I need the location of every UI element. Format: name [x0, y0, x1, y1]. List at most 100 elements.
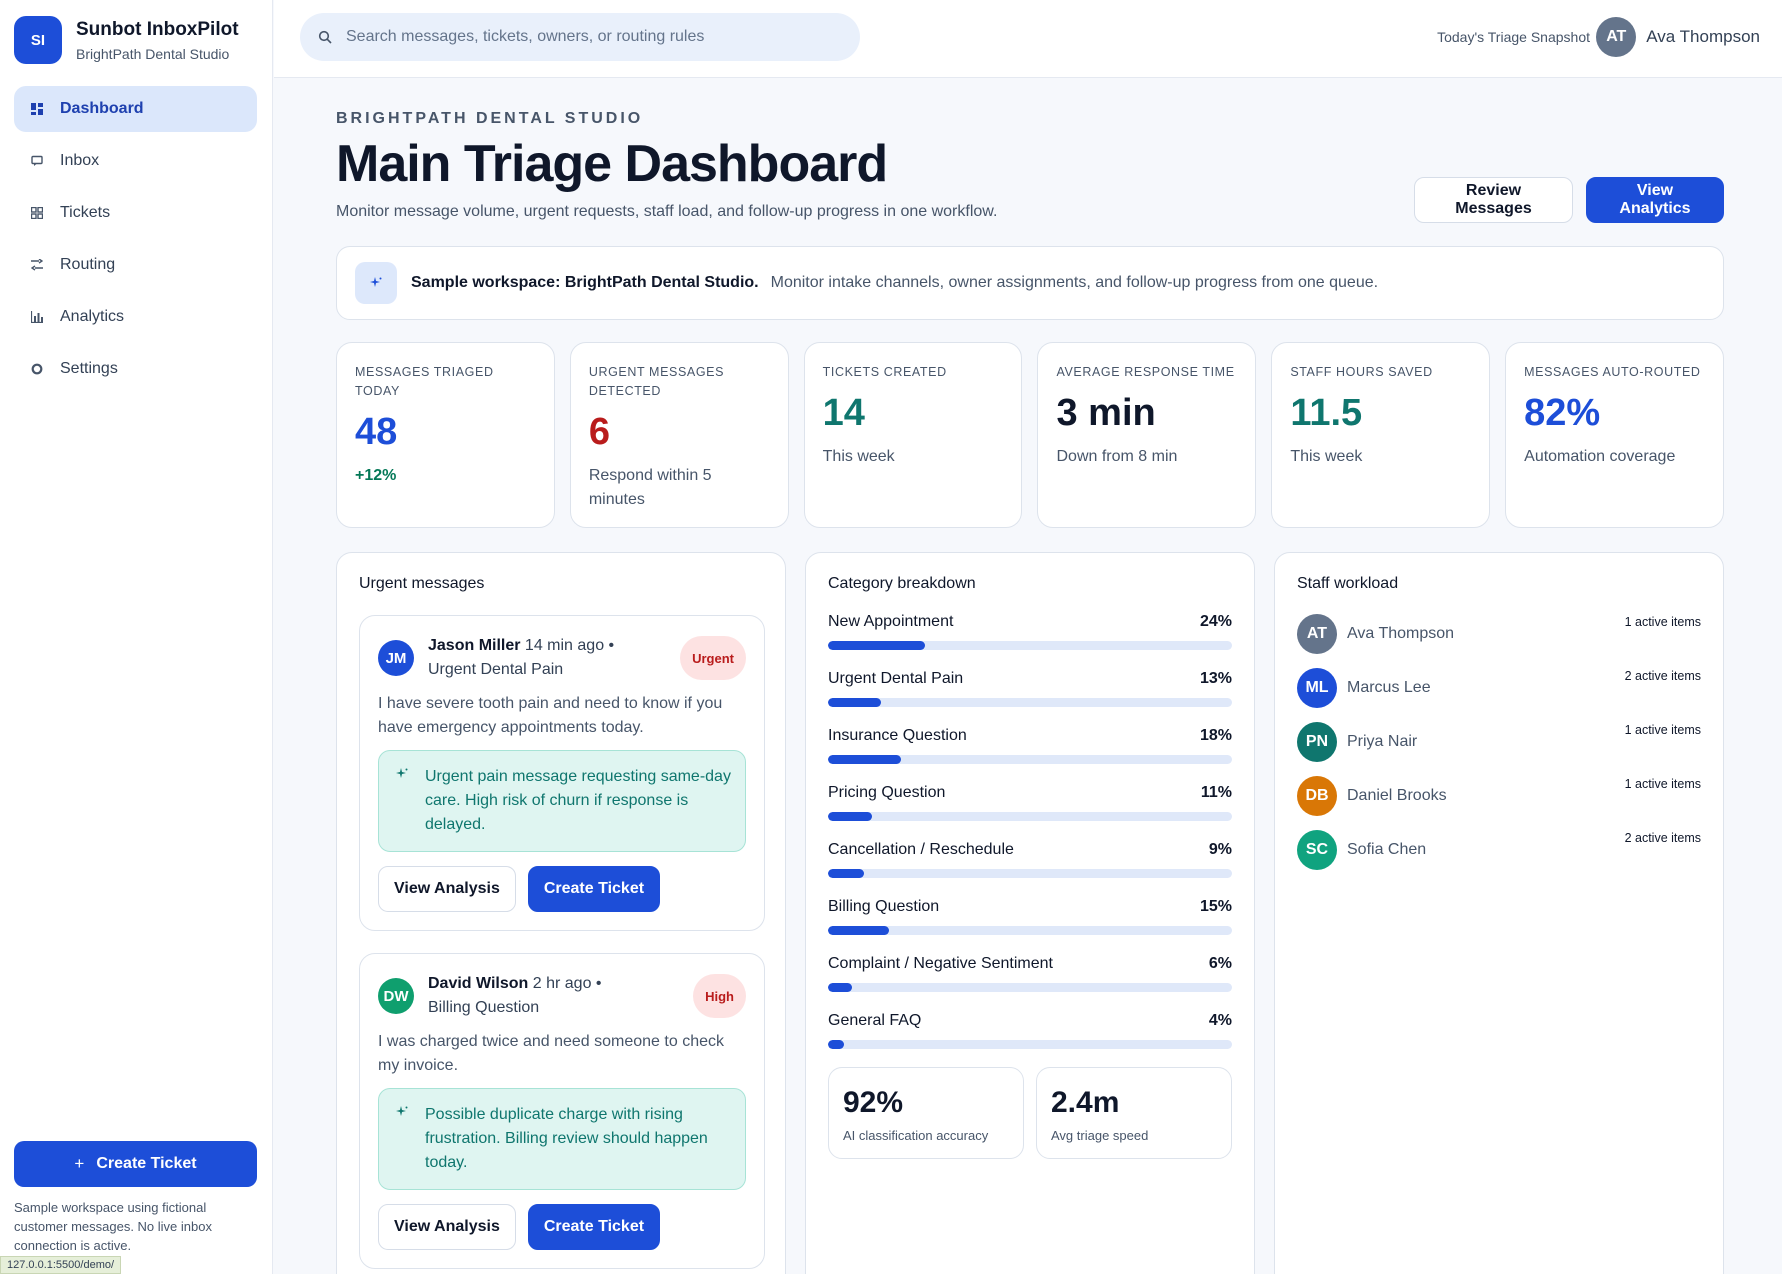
status-url: 127.0.0.1:5500/demo/: [0, 1256, 122, 1274]
sparkle-icon: [396, 1106, 408, 1116]
topbar: Today's Triage Snapshot AT Ava Thompson: [274, 0, 1782, 78]
category-bar-fill: [828, 755, 901, 764]
message-body: I have severe tooth pain and need to kno…: [378, 695, 723, 736]
sidebar-item-settings[interactable]: Settings: [14, 346, 257, 392]
view-analysis-button[interactable]: View Analysis: [378, 866, 516, 912]
category-percent: 11%: [1200, 784, 1232, 801]
sidebar-item-routing[interactable]: Routing: [14, 242, 257, 288]
create-ticket-button[interactable]: Create Ticket: [527, 1204, 661, 1250]
plus-icon: +: [74, 1154, 85, 1173]
category-percent: 9%: [1208, 841, 1232, 858]
inbox-icon: [30, 154, 44, 168]
user-menu[interactable]: AT Ava Thompson: [1596, 17, 1760, 57]
stat-value: 11.5: [1290, 392, 1363, 434]
category-percent: 13%: [1199, 670, 1232, 687]
stat-note: This week: [1290, 448, 1363, 465]
search-box[interactable]: [300, 13, 860, 61]
message-sender: David Wilson 2 hr ago • Billing Question: [428, 972, 648, 1020]
category-bar-fill: [828, 812, 873, 821]
message-body: I was charged twice and need someone to …: [378, 1033, 724, 1074]
avatar: JM: [378, 640, 414, 676]
staff-row[interactable]: ML Marcus Lee 2 active items: [1297, 661, 1701, 715]
snapshot-label: Today's Triage Snapshot: [1437, 29, 1590, 45]
banner-title: Sample workspace: BrightPath Dental Stud…: [411, 274, 759, 291]
category-bar-fill: [828, 983, 853, 992]
stat-label: MESSAGES AUTO-ROUTED: [1524, 365, 1701, 379]
sidebar-item-tickets[interactable]: Tickets: [14, 190, 257, 236]
ai-summary-text: Possible duplicate charge with rising fr…: [425, 1106, 708, 1171]
settings-icon: [30, 362, 44, 376]
stats-row: MESSAGES TRIAGED TODAY 48 +12% URGENT ME…: [336, 342, 1724, 528]
category-row: General FAQ 4%: [828, 1012, 1232, 1049]
sidebar-item-label: Analytics: [60, 308, 125, 325]
page-title: Main Triage Dashboard: [336, 135, 888, 193]
staff-list: AT Ava Thompson 1 active items ML Marcus Lee…: [1297, 607, 1701, 877]
category-percent: 18%: [1199, 727, 1232, 744]
sparkle-icon: [355, 262, 397, 304]
sidebar-item-label: Routing: [60, 256, 116, 273]
category-bar-fill: [828, 1040, 845, 1049]
sidebar-create-ticket-button[interactable]: + Create Ticket: [14, 1141, 257, 1187]
sender-name: David Wilson: [428, 975, 529, 992]
accuracy-card: 92% AI classification accuracy: [828, 1067, 1024, 1159]
sidebar-note: Sample workspace using fictional custome…: [14, 1200, 212, 1253]
category-bar-fill: [828, 869, 865, 878]
view-analysis-button[interactable]: View Analysis: [378, 1204, 516, 1250]
category-list: New Appointment 24% Urgent Dental Pain 13% I…: [828, 613, 1232, 1049]
staff-row[interactable]: AT Ava Thompson 1 active items: [1297, 607, 1701, 661]
search-icon: [318, 30, 332, 44]
category-row: Cancellation / Reschedule 9%: [828, 841, 1232, 878]
category-label: Urgent Dental Pain: [828, 670, 964, 687]
analytics-icon: [30, 310, 44, 324]
sidebar-item-inbox[interactable]: Inbox: [14, 138, 257, 184]
staff-row[interactable]: DB Daniel Brooks 1 active items: [1297, 769, 1701, 823]
stat-card-messages-auto-routed: MESSAGES AUTO-ROUTED 82% Automation cove…: [1505, 342, 1724, 528]
search-input[interactable]: [346, 28, 826, 46]
category-row: Insurance Question 18%: [828, 727, 1232, 764]
stat-card-staff-hours-saved: STAFF HOURS SAVED 11.5 This week: [1271, 342, 1491, 528]
sender-name: Jason Miller: [428, 637, 521, 654]
stat-note: Automation coverage: [1524, 448, 1676, 465]
staff-row[interactable]: SC Sofia Chen 2 active items: [1297, 823, 1701, 877]
triage-speed-card: 2.4m Avg triage speed: [1036, 1067, 1232, 1159]
stat-label: TICKETS CREATED: [822, 365, 947, 379]
brand-name: Sunbot InboxPilot: [76, 18, 239, 40]
page-subtitle: Monitor message volume, urgent requests,…: [336, 203, 998, 220]
category-row: Urgent Dental Pain 13%: [828, 670, 1232, 707]
staff-name: Daniel Brooks: [1347, 787, 1447, 804]
category-bar-track: [828, 1040, 1232, 1049]
page-eyebrow: BRIGHTPATH DENTAL STUDIO: [336, 110, 644, 127]
avatar: PN: [1297, 722, 1337, 762]
category-percent: 4%: [1208, 1012, 1232, 1029]
dashboard-icon: [30, 102, 44, 116]
category-label: Billing Question: [828, 898, 940, 915]
sidebar-item-analytics[interactable]: Analytics: [14, 294, 257, 340]
workspace-banner: Sample workspace: BrightPath Dental Stud…: [336, 246, 1724, 320]
create-ticket-button[interactable]: Create Ticket: [527, 866, 661, 912]
review-messages-button[interactable]: Review Messages: [1414, 177, 1573, 223]
sidebar-item-label: Tickets: [60, 204, 111, 221]
staff-row[interactable]: PN Priya Nair 1 active items: [1297, 715, 1701, 769]
accuracy-label: AI classification accuracy: [843, 1128, 989, 1143]
triage-speed-value: 2.4m: [1051, 1086, 1120, 1119]
stat-value: 48: [355, 411, 398, 453]
avatar: ML: [1297, 668, 1337, 708]
message-card[interactable]: JM Jason Miller 14 min ago • Urgent Dent…: [359, 615, 765, 931]
ai-summary: Possible duplicate charge with rising fr…: [378, 1088, 746, 1190]
accuracy-value: 92%: [843, 1086, 904, 1119]
view-analytics-button[interactable]: View Analytics: [1586, 177, 1724, 223]
message-card[interactable]: DW David Wilson 2 hr ago • Billing Quest…: [359, 953, 765, 1269]
category-breakdown-panel: Category breakdown New Appointment 24% Urg…: [805, 552, 1255, 1274]
category-bar-track: [828, 812, 1232, 821]
avatar: DB: [1297, 776, 1337, 816]
brand[interactable]: SI Sunbot InboxPilot BrightPath Dental S…: [14, 16, 239, 64]
category-percent: 6%: [1208, 955, 1232, 972]
sidebar-item-dashboard[interactable]: Dashboard: [14, 86, 257, 132]
stat-card-tickets-created: TICKETS CREATED 14 This week: [803, 342, 1023, 528]
priority-badge: High: [693, 974, 746, 1018]
category-bar-fill: [828, 698, 881, 707]
message-sender: Jason Miller 14 min ago • Urgent Dental …: [428, 634, 648, 682]
category-bar-track: [828, 755, 1232, 764]
avatar: AT: [1297, 614, 1337, 654]
urgent-messages-panel: Urgent messages JM Jason Miller 14 min a…: [336, 552, 786, 1274]
